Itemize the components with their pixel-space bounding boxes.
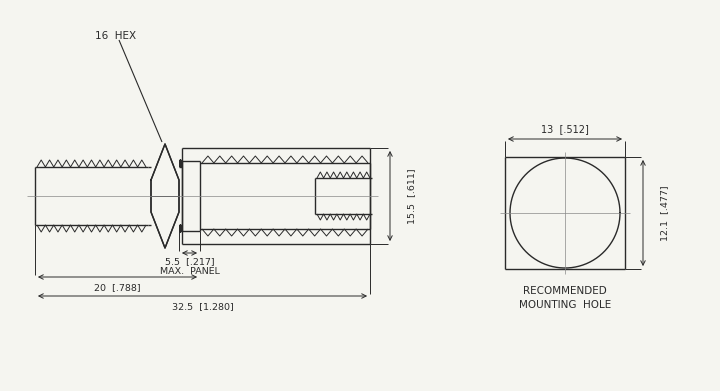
Text: 12.1  [.477]: 12.1 [.477] bbox=[660, 185, 670, 241]
Text: 16  HEX: 16 HEX bbox=[95, 31, 136, 41]
Text: MAX.  PANEL: MAX. PANEL bbox=[160, 267, 220, 276]
Text: 13  [.512]: 13 [.512] bbox=[541, 124, 589, 134]
Text: 20  [.788]: 20 [.788] bbox=[94, 283, 141, 292]
Text: RECOMMENDED: RECOMMENDED bbox=[523, 286, 607, 296]
Text: MOUNTING  HOLE: MOUNTING HOLE bbox=[519, 300, 611, 310]
Text: 5.5  [.217]: 5.5 [.217] bbox=[165, 258, 215, 267]
Text: 15.5  [.611]: 15.5 [.611] bbox=[408, 168, 416, 224]
Text: 32.5  [1.280]: 32.5 [1.280] bbox=[171, 303, 233, 312]
